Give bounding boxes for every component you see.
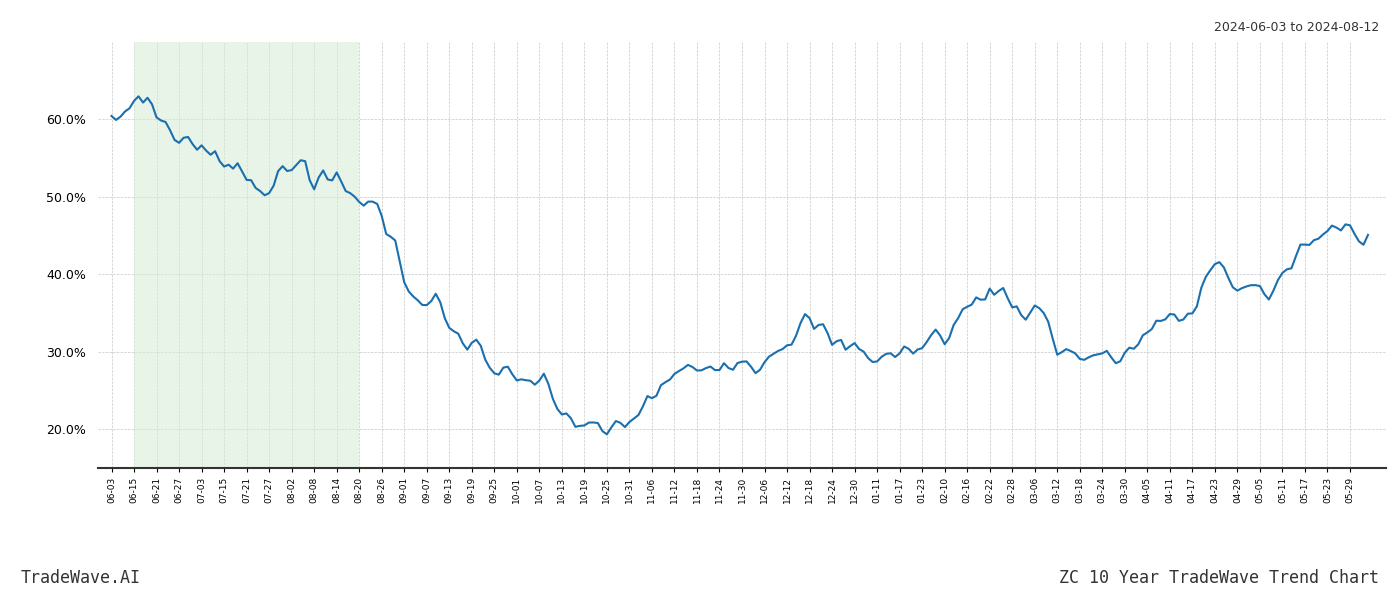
Text: ZC 10 Year TradeWave Trend Chart: ZC 10 Year TradeWave Trend Chart	[1058, 569, 1379, 587]
Text: 2024-06-03 to 2024-08-12: 2024-06-03 to 2024-08-12	[1214, 21, 1379, 34]
Bar	[134, 42, 360, 468]
Text: TradeWave.AI: TradeWave.AI	[21, 569, 141, 587]
